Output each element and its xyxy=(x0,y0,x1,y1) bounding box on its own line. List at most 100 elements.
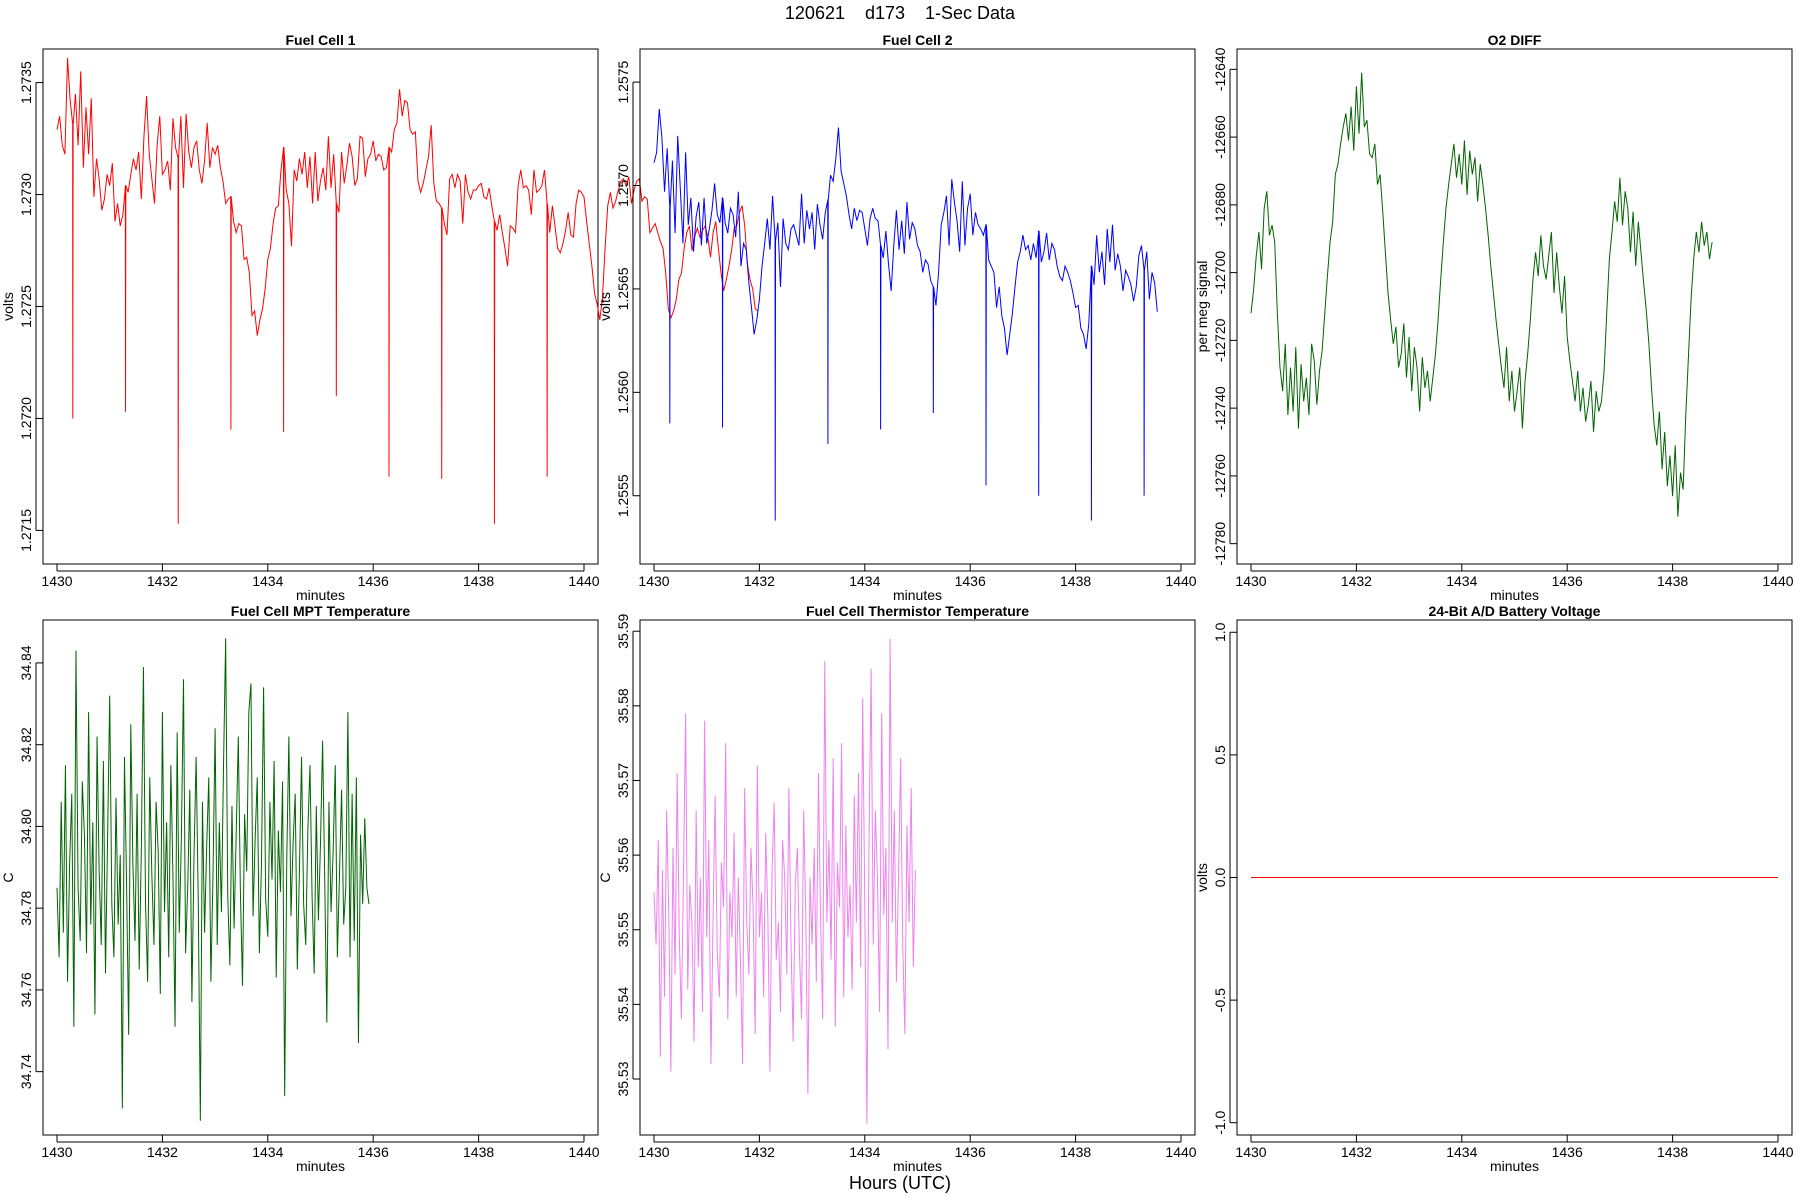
plot-frame xyxy=(42,619,599,1136)
x-tick-label: 1430 xyxy=(638,573,669,589)
x-axis-label: minutes xyxy=(296,1158,345,1174)
plot-frame xyxy=(1236,48,1793,565)
x-tick-label: 1430 xyxy=(638,1144,669,1160)
x-tick-label: 1434 xyxy=(849,573,880,589)
panel-title: Fuel Cell 1 xyxy=(285,32,355,48)
x-tick-label: 1440 xyxy=(1165,1144,1196,1160)
x-axis-label: minutes xyxy=(893,1158,942,1174)
y-tick-label: -12700 xyxy=(1212,251,1228,295)
y-tick-label: 35.58 xyxy=(615,688,631,723)
y-tick-label: -12780 xyxy=(1212,522,1228,566)
x-tick-label: 1438 xyxy=(463,1144,494,1160)
y-axis-label: C xyxy=(597,872,613,882)
y-tick-label: 34.82 xyxy=(18,727,34,762)
y-tick-label: 1.2720 xyxy=(18,397,34,440)
x-tick-label: 1436 xyxy=(955,1144,986,1160)
y-tick-label: 35.55 xyxy=(615,912,631,947)
x-axis-label: minutes xyxy=(1490,587,1539,603)
x-tick-label: 1432 xyxy=(744,1144,775,1160)
panel-title: Fuel Cell Thermistor Temperature xyxy=(806,603,1029,619)
chart-panel-6: 24-Bit A/D Battery Voltage 1430 1432 1434 14… xyxy=(1194,603,1794,1174)
y-axis-label: volts xyxy=(1194,863,1210,892)
y-tick-label: 35.57 xyxy=(615,763,631,798)
series-line xyxy=(56,57,759,524)
y-axis-label: C xyxy=(0,872,16,882)
y-tick-label: 34.76 xyxy=(18,972,34,1007)
y-tick-label: 34.74 xyxy=(18,1054,34,1089)
y-tick-label: 1.2575 xyxy=(615,60,631,103)
x-tick-label: 1438 xyxy=(1657,1144,1688,1160)
x-tick-label: 1430 xyxy=(1235,573,1266,589)
x-axis-label: minutes xyxy=(296,587,345,603)
x-tick-label: 1434 xyxy=(252,573,283,589)
x-tick-label: 1434 xyxy=(252,1144,283,1160)
x-tick-label: 1440 xyxy=(1762,1144,1793,1160)
x-tick-label: 1440 xyxy=(568,1144,599,1160)
y-tick-label: 1.2565 xyxy=(615,267,631,310)
x-tick-label: 1436 xyxy=(358,1144,389,1160)
chart-panel-5: Fuel Cell Thermistor Temperature 1430 1432… xyxy=(597,603,1197,1174)
x-tick-label: 1434 xyxy=(849,1144,880,1160)
y-tick-label: -1.0 xyxy=(1212,1110,1228,1134)
chart-panel-1: Fuel Cell 1 1430 1432 1434 1436 1438 1440 minut… xyxy=(0,32,759,603)
y-tick-label: -12760 xyxy=(1212,454,1228,498)
y-axis-label: volts xyxy=(597,292,613,321)
y-tick-label: -12740 xyxy=(1212,386,1228,430)
x-axis-label: minutes xyxy=(893,587,942,603)
y-tick-label: 0.5 xyxy=(1212,745,1228,765)
figure-bottom-label: Hours (UTC) xyxy=(849,1173,951,1193)
x-tick-label: 1438 xyxy=(1657,573,1688,589)
x-axis-label: minutes xyxy=(1490,1158,1539,1174)
series-line xyxy=(653,638,916,1124)
panel-title: 24-Bit A/D Battery Voltage xyxy=(1429,603,1601,619)
y-tick-label: 35.59 xyxy=(615,613,631,648)
x-tick-label: 1432 xyxy=(1341,573,1372,589)
y-tick-label: 1.2715 xyxy=(18,509,34,552)
y-tick-label: 1.2725 xyxy=(18,285,34,328)
y-tick-label: 1.2735 xyxy=(18,61,34,104)
panel-title: Fuel Cell 2 xyxy=(882,32,952,48)
y-axis-label: volts xyxy=(0,292,16,321)
y-tick-label: 35.56 xyxy=(615,837,631,872)
chart-panel-4: Fuel Cell MPT Temperature 1430 1432 1434 143… xyxy=(0,603,600,1174)
series-line xyxy=(56,638,370,1121)
y-tick-label: 34.78 xyxy=(18,890,34,925)
x-tick-label: 1438 xyxy=(1060,1144,1091,1160)
y-tick-label: 1.2555 xyxy=(615,474,631,517)
series-line xyxy=(1250,72,1713,517)
y-tick-label: 1.2570 xyxy=(615,164,631,207)
y-tick-label: -12720 xyxy=(1212,318,1228,362)
x-tick-label: 1432 xyxy=(147,573,178,589)
plot-frame xyxy=(639,48,1196,565)
plot-frame xyxy=(42,48,599,565)
y-tick-label: 35.53 xyxy=(615,1061,631,1096)
x-tick-label: 1434 xyxy=(1446,1144,1477,1160)
y-tick-label: 34.80 xyxy=(18,809,34,844)
x-tick-label: 1432 xyxy=(1341,1144,1372,1160)
y-axis-label: per meg signal xyxy=(1194,261,1210,353)
x-tick-label: 1440 xyxy=(1165,573,1196,589)
x-tick-label: 1430 xyxy=(41,1144,72,1160)
chart-panel-3: O2 DIFF 1430 1432 1434 1436 1438 1440 minutes -1… xyxy=(1194,32,1794,603)
x-tick-label: 1430 xyxy=(1235,1144,1266,1160)
y-tick-label: 35.54 xyxy=(615,987,631,1022)
x-tick-label: 1436 xyxy=(955,573,986,589)
panel-title: O2 DIFF xyxy=(1488,32,1542,48)
chart-panel-2: Fuel Cell 2 1430 1432 1434 1436 1438 1440 minut… xyxy=(597,32,1197,603)
y-tick-label: 34.84 xyxy=(18,645,34,680)
series-line xyxy=(653,108,1158,521)
plot-frame xyxy=(639,619,1196,1136)
x-tick-label: 1436 xyxy=(1552,573,1583,589)
x-tick-label: 1436 xyxy=(358,573,389,589)
y-tick-label: -12680 xyxy=(1212,183,1228,227)
y-tick-label: -12640 xyxy=(1212,47,1228,91)
panels: Fuel Cell 1 1430 1432 1434 1436 1438 1440 minut… xyxy=(0,32,1794,1174)
x-tick-label: 1430 xyxy=(41,573,72,589)
y-tick-label: -12660 xyxy=(1212,115,1228,159)
y-tick-label: 1.2560 xyxy=(615,371,631,414)
x-tick-label: 1432 xyxy=(744,573,775,589)
x-tick-label: 1436 xyxy=(1552,1144,1583,1160)
y-tick-label: 0.0 xyxy=(1212,868,1228,888)
figure-title: 120621 d173 1-Sec Data xyxy=(785,3,1016,23)
